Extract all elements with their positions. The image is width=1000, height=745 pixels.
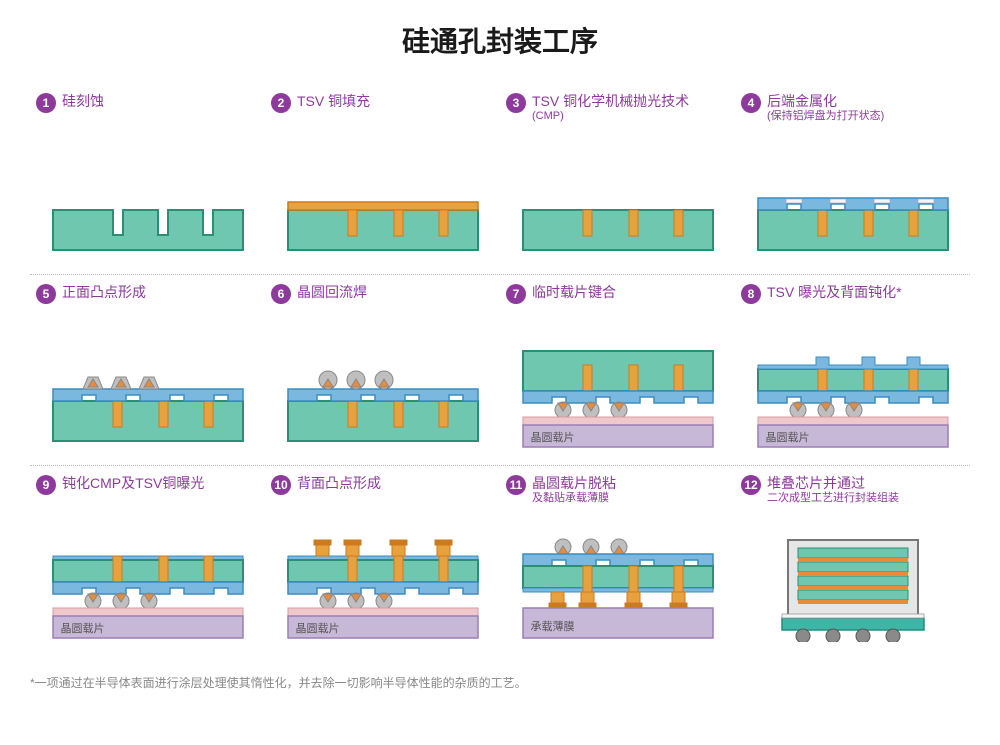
step-badge: 1 (36, 93, 56, 113)
step-5-diagram (43, 331, 253, 451)
step-8: 8 TSV 曝光及背面钝化* 晶圆载片 (735, 275, 970, 465)
carrier-label: 晶圆载片 (766, 429, 810, 445)
step-1-diagram (43, 140, 253, 260)
step-title: 晶圆回流焊 (297, 283, 367, 301)
step-1: 1 硅刻蚀 (30, 84, 265, 274)
step-2: 2 TSV 铜填充 (265, 84, 500, 274)
step-badge: 4 (741, 93, 761, 113)
step-9-diagram: 晶圆载片 (43, 522, 253, 642)
step-title: 晶圆载片脱粘 (532, 474, 616, 492)
step-badge: 12 (741, 475, 761, 495)
step-3-diagram (513, 140, 723, 260)
carrier-label: 晶圆载片 (61, 620, 105, 636)
step-badge: 5 (36, 284, 56, 304)
step-badge: 8 (741, 284, 761, 304)
step-4: 4 后端金属化 (保持铝焊盘为打开状态) (735, 84, 970, 274)
step-6-diagram (278, 331, 488, 451)
step-7-diagram: 晶圆载片 (513, 331, 723, 451)
step-9: 9 钝化CMP及TSV铜曝光 晶圆载片 (30, 466, 265, 656)
step-title: 硅刻蚀 (62, 92, 104, 110)
step-title: 堆叠芯片并通过 (767, 474, 899, 492)
process-grid: 1 硅刻蚀 2 TSV 铜填充 (30, 84, 970, 656)
step-title: 临时载片键合 (532, 283, 616, 301)
step-subtitle: 二次成型工艺进行封装组装 (767, 492, 899, 505)
page-title: 硅通孔封装工序 (30, 20, 970, 60)
step-8-diagram: 晶圆载片 (748, 331, 958, 451)
step-title: TSV 曝光及背面钝化* (767, 283, 902, 301)
step-title: 正面凸点形成 (62, 283, 146, 301)
step-6: 6 晶圆回流焊 (265, 275, 500, 465)
step-12: 12 堆叠芯片并通过 二次成型工艺进行封装组装 (735, 466, 970, 656)
carrier-label: 承载薄膜 (531, 618, 575, 634)
step-subtitle: 及黏贴承载薄膜 (532, 492, 616, 505)
step-2-diagram (278, 140, 488, 260)
step-badge: 10 (271, 475, 291, 495)
step-3: 3 TSV 铜化学机械抛光技术 (CMP) (500, 84, 735, 274)
step-title: 钝化CMP及TSV铜曝光 (62, 474, 204, 492)
step-12-diagram (748, 522, 958, 642)
carrier-label: 晶圆载片 (531, 429, 575, 445)
step-subtitle: (保持铝焊盘为打开状态) (767, 110, 884, 123)
step-11-diagram: 承载薄膜 (513, 522, 723, 642)
step-title: TSV 铜化学机械抛光技术 (532, 92, 689, 110)
step-subtitle: (CMP) (532, 110, 689, 123)
step-badge: 6 (271, 284, 291, 304)
step-title: TSV 铜填充 (297, 92, 370, 110)
footnote: *一项通过在半导体表面进行涂层处理使其惰性化，并去除一切影响半导体性能的杂质的工… (30, 674, 970, 691)
step-title: 后端金属化 (767, 92, 884, 110)
step-badge: 9 (36, 475, 56, 495)
step-7: 7 临时载片键合 晶圆载片 (500, 275, 735, 465)
step-badge: 7 (506, 284, 526, 304)
step-10-diagram: 晶圆载片 (278, 522, 488, 642)
step-badge: 2 (271, 93, 291, 113)
step-11: 11 晶圆载片脱粘 及黏贴承载薄膜 (500, 466, 735, 656)
step-10: 10 背面凸点形成 (265, 466, 500, 656)
carrier-label: 晶圆载片 (296, 620, 340, 636)
step-badge: 3 (506, 93, 526, 113)
step-5: 5 正面凸点形成 (30, 275, 265, 465)
step-4-diagram (748, 140, 958, 260)
step-title: 背面凸点形成 (297, 474, 381, 492)
step-badge: 11 (506, 475, 526, 495)
